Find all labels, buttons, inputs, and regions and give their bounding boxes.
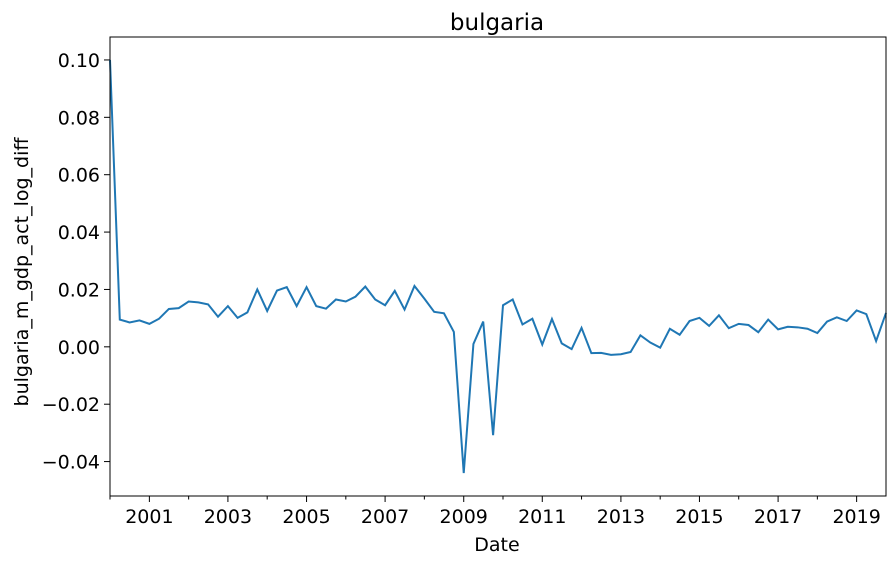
y-tick-label: −0.04 xyxy=(42,452,100,474)
y-tick-label: 0.08 xyxy=(58,107,100,129)
x-tick-label: 2017 xyxy=(754,506,802,528)
x-axis-label: Date xyxy=(474,534,519,556)
y-tick-label: 0.00 xyxy=(58,337,100,359)
x-tick-label: 2015 xyxy=(675,506,723,528)
y-tick-label: 0.10 xyxy=(58,50,100,72)
chart-title: bulgaria xyxy=(450,10,544,36)
x-tick-label: 2003 xyxy=(204,506,252,528)
axes-frame xyxy=(109,36,887,497)
series-line xyxy=(109,59,887,474)
x-tick-label: 2001 xyxy=(125,506,173,528)
x-tick-label: 2007 xyxy=(361,506,409,528)
y-tick-label: 0.06 xyxy=(58,165,100,187)
y-tick-label: −0.02 xyxy=(42,394,100,416)
x-tick-label: 2009 xyxy=(440,506,488,528)
y-axis-label: bulgaria_m_gdp_act_log_diff xyxy=(11,137,33,407)
x-axis: 2001 2003 2005 2007 2009 2011 2013 2015 2017 2019 xyxy=(109,496,881,528)
x-tick-label: 2013 xyxy=(597,506,645,528)
y-tick-label: 0.02 xyxy=(58,279,100,301)
x-tick-label: 2011 xyxy=(518,506,566,528)
y-tick-label: 0.04 xyxy=(58,222,100,244)
y-axis: 0.10 0.08 0.06 0.04 0.02 0.00 −0.02 −0.04 xyxy=(42,50,110,474)
plot-area xyxy=(109,59,887,474)
x-tick-label: 2005 xyxy=(282,506,330,528)
x-tick-label: 2019 xyxy=(832,506,880,528)
